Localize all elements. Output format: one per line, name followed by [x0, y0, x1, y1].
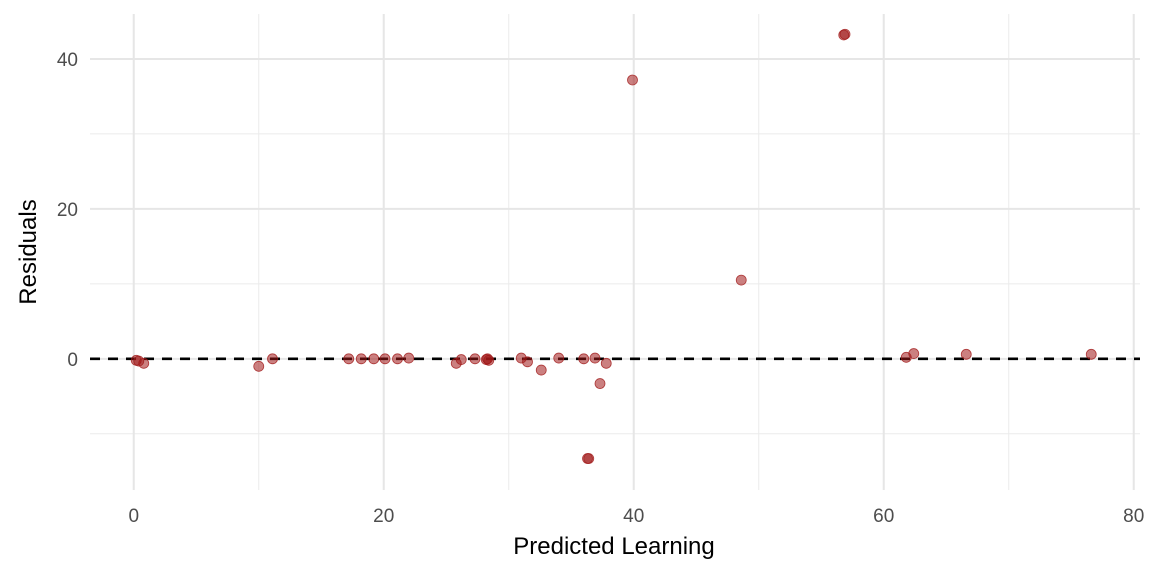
data-point — [839, 28, 851, 40]
y-tick-label: 0 — [67, 350, 78, 371]
data-points — [130, 28, 1097, 464]
y-tick-label: 20 — [57, 200, 78, 221]
data-point — [379, 353, 391, 365]
data-point — [535, 364, 547, 376]
data-point — [522, 356, 533, 368]
data-point — [138, 357, 150, 369]
y-axis-tick-labels: 0 20 40 — [57, 50, 78, 371]
data-point — [355, 353, 367, 365]
data-point — [627, 74, 638, 86]
data-point — [368, 353, 380, 365]
data-point — [578, 353, 590, 365]
data-point — [583, 453, 595, 464]
x-tick-label: 20 — [373, 506, 394, 527]
data-point — [483, 354, 495, 366]
data-point — [1085, 348, 1097, 360]
data-point — [594, 378, 606, 389]
y-tick-label: 40 — [57, 50, 78, 71]
data-point — [600, 357, 612, 369]
x-axis-title: Predicted Learning — [513, 533, 714, 560]
data-point — [469, 353, 481, 365]
data-point — [960, 348, 972, 360]
data-point — [553, 352, 565, 364]
x-tick-label: 60 — [873, 506, 894, 527]
data-point — [735, 274, 747, 286]
data-point — [343, 353, 355, 365]
x-tick-label: 0 — [128, 506, 139, 527]
x-axis-tick-labels: 0 20 40 60 80 — [128, 506, 1144, 527]
x-tick-label: 80 — [1123, 506, 1144, 527]
y-axis-title: Residuals — [15, 199, 42, 304]
data-point — [589, 352, 601, 364]
data-point — [253, 360, 265, 372]
x-tick-label: 40 — [623, 506, 644, 527]
data-point — [392, 353, 403, 365]
data-point — [908, 348, 920, 359]
minor-gridlines — [90, 14, 1140, 490]
data-point — [267, 353, 278, 365]
data-point — [403, 352, 415, 364]
data-point — [455, 354, 467, 365]
major-gridlines — [90, 14, 1140, 490]
